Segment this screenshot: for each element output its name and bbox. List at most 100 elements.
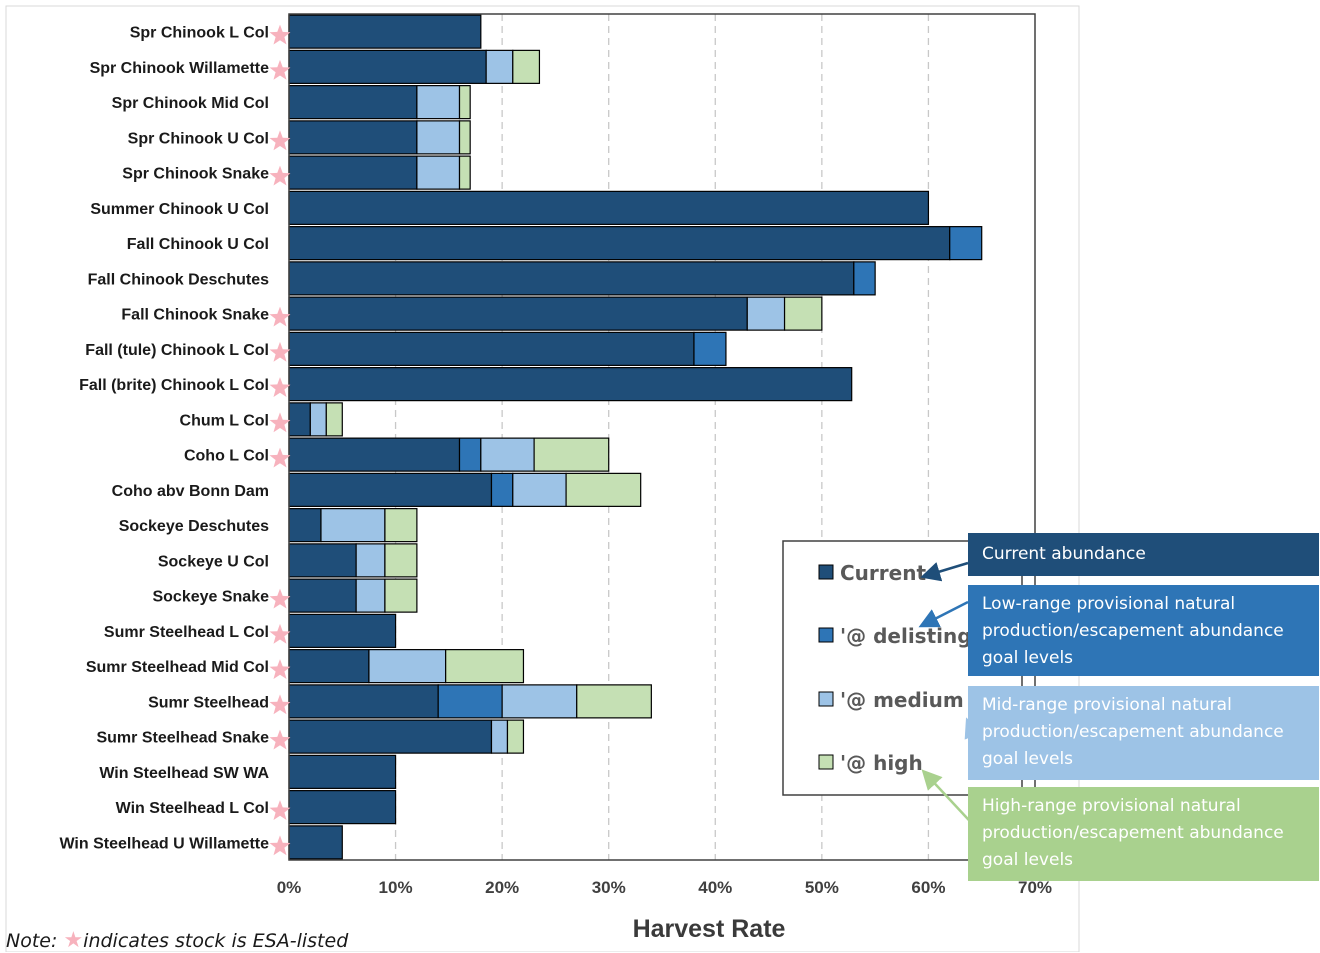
bar-segment bbox=[384, 508, 418, 543]
bar-segment bbox=[437, 684, 503, 719]
bar-segment bbox=[288, 85, 418, 120]
legend-swatch bbox=[818, 754, 834, 770]
category-label: Sumr Steelhead L Col bbox=[104, 624, 269, 641]
category-label: Win Steelhead U Willamette bbox=[59, 835, 269, 852]
pink-star-icon bbox=[269, 306, 291, 327]
category-label: Win Steelhead SW WA bbox=[99, 765, 269, 782]
bar-segment bbox=[565, 472, 642, 507]
bar-segment bbox=[288, 508, 322, 543]
x-tick-label: 50% bbox=[805, 878, 839, 897]
legend-label: '@ high bbox=[840, 751, 923, 775]
pink-star-icon bbox=[269, 130, 291, 151]
bar-segment bbox=[355, 543, 386, 578]
legend-swatch bbox=[818, 691, 834, 707]
x-tick-label: 30% bbox=[592, 878, 626, 897]
pink-star-icon bbox=[269, 694, 291, 715]
category-label: Spr Chinook L Col bbox=[130, 25, 269, 42]
bar-segment bbox=[355, 578, 386, 613]
bar-segment bbox=[288, 261, 855, 296]
bar-segment bbox=[288, 684, 439, 719]
bar-segment bbox=[288, 14, 482, 49]
plot-area-border bbox=[288, 13, 1036, 861]
esa-markers bbox=[269, 24, 291, 856]
bar-segment bbox=[288, 437, 461, 472]
category-label: Win Steelhead L Col bbox=[116, 800, 269, 817]
bar-segment bbox=[458, 120, 471, 155]
category-label: Fall (brite) Chinook L Col bbox=[79, 377, 269, 394]
category-label: Spr Chinook U Col bbox=[128, 130, 269, 147]
bar-segment bbox=[506, 719, 525, 754]
legend-swatch bbox=[818, 564, 834, 580]
bar-series bbox=[288, 14, 983, 860]
bar-segment bbox=[368, 649, 447, 684]
bar-segment bbox=[746, 296, 786, 331]
bar-segment bbox=[783, 296, 823, 331]
x-tick-label: 70% bbox=[1018, 878, 1052, 897]
bar-segment bbox=[693, 331, 727, 366]
bar-segment bbox=[384, 543, 418, 578]
bar-segment bbox=[288, 296, 748, 331]
callout-medium: Mid-range provisional natural production… bbox=[968, 686, 1319, 780]
footnote: Note: ★indicates stock is ESA-listed bbox=[6, 928, 348, 953]
x-tick-label: 40% bbox=[698, 878, 732, 897]
bar-segment bbox=[384, 578, 418, 613]
gridlines bbox=[394, 14, 930, 860]
bar-segment bbox=[288, 790, 397, 825]
pink-star-icon bbox=[269, 729, 291, 750]
bar-segment bbox=[325, 402, 343, 437]
bar-segment bbox=[288, 754, 397, 789]
pink-star-icon bbox=[269, 447, 291, 468]
legend-label: Current bbox=[840, 561, 926, 585]
bar-segment bbox=[288, 190, 930, 225]
bar-segment bbox=[533, 437, 610, 472]
arrow-icon bbox=[918, 600, 969, 628]
x-axis-title: Harvest Rate bbox=[633, 915, 786, 943]
legend-label: '@ delisting bbox=[840, 624, 972, 648]
bar-segment bbox=[288, 578, 357, 613]
category-label: Sockeye Snake bbox=[152, 589, 269, 606]
callout-delisting: Low-range provisional natural production… bbox=[968, 585, 1319, 676]
bar-segment bbox=[288, 543, 357, 578]
bar-segment bbox=[416, 120, 461, 155]
category-label: Fall Chinook U Col bbox=[127, 236, 269, 253]
bar-segment bbox=[512, 49, 541, 84]
category-label: Spr Chinook Willamette bbox=[90, 60, 270, 77]
x-tick-labels: 0% 10% 20% 30% 40% 50% 60% 70% bbox=[277, 878, 1052, 897]
category-label: Summer Chinook U Col bbox=[90, 201, 269, 218]
bar-segment bbox=[288, 226, 951, 261]
callout-high: High-range provisional natural productio… bbox=[968, 787, 1319, 881]
bar-segment bbox=[288, 155, 418, 190]
bar-segment bbox=[949, 226, 983, 261]
x-tick-label: 20% bbox=[485, 878, 519, 897]
footnote-text: indicates stock is ESA-listed bbox=[83, 930, 349, 952]
callout-delisting-text: Low-range provisional natural production… bbox=[982, 594, 1284, 668]
pink-star-icon bbox=[269, 623, 291, 644]
x-tick-label: 60% bbox=[911, 878, 945, 897]
category-label: Chum L Col bbox=[180, 412, 269, 429]
category-label: Spr Chinook Snake bbox=[122, 166, 269, 183]
category-label: Coho abv Bonn Dam bbox=[112, 483, 269, 500]
callout-current: Current abundance bbox=[968, 533, 1319, 576]
bar-segment bbox=[480, 437, 535, 472]
bar-segment bbox=[309, 402, 327, 437]
category-label: Sockeye Deschutes bbox=[119, 518, 269, 535]
category-label: Coho L Col bbox=[184, 448, 269, 465]
bar-segment bbox=[485, 49, 514, 84]
arrow-icon bbox=[920, 561, 969, 582]
pink-star-icon bbox=[269, 341, 291, 362]
callout-current-text: Current abundance bbox=[982, 544, 1146, 564]
bar-segment bbox=[320, 508, 386, 543]
pink-star-icon bbox=[269, 412, 291, 433]
category-labels: Spr Chinook L Col Spr Chinook Willamette S… bbox=[59, 25, 269, 853]
pink-star-icon bbox=[269, 800, 291, 820]
pink-star-icon: ★ bbox=[63, 928, 84, 953]
pink-star-icon bbox=[269, 165, 291, 186]
bar-segment bbox=[288, 719, 493, 754]
bar-segment bbox=[445, 649, 525, 684]
category-label: Fall (tule) Chinook L Col bbox=[85, 342, 269, 359]
bar-segment bbox=[288, 402, 311, 437]
bar-segment bbox=[288, 120, 418, 155]
bar-segment bbox=[490, 472, 514, 507]
callout-high-text: High-range provisional natural productio… bbox=[982, 796, 1284, 870]
category-label: Sumr Steelhead Mid Col bbox=[86, 659, 269, 676]
